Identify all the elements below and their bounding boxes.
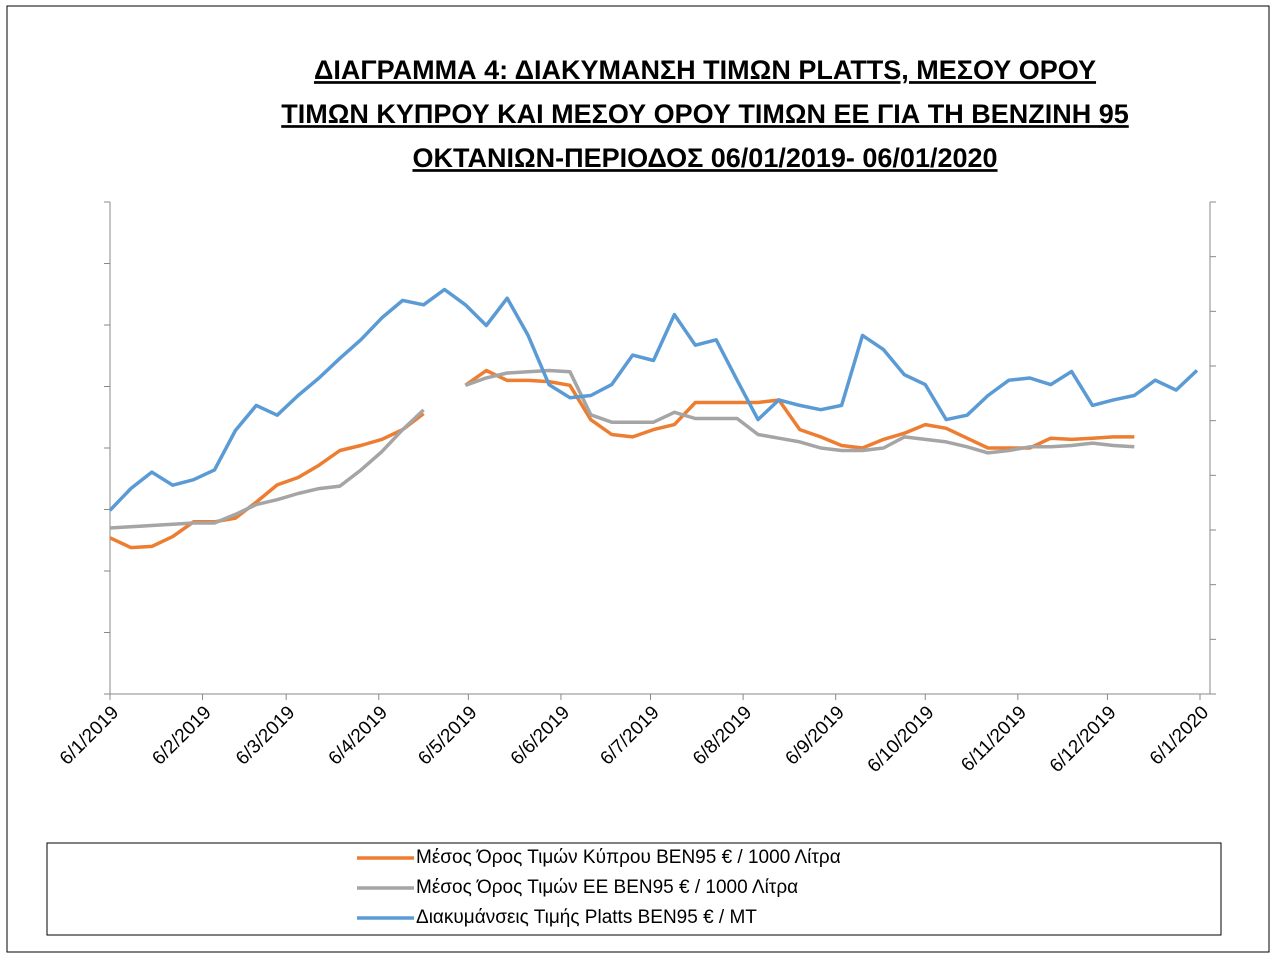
x-tick-label: 6/6/2019 bbox=[507, 702, 574, 769]
series-line bbox=[109, 368, 1135, 550]
x-tick-label: 6/10/2019 bbox=[864, 702, 939, 777]
x-tick-label: 6/9/2019 bbox=[782, 702, 849, 769]
series-line bbox=[109, 368, 1135, 530]
chart-title: ΤΙΜΩΝ ΚΥΠΡΟΥ ΚΑΙ ΜΕΣΟΥ ΟΡΟΥ ΤΙΜΩΝ ΕΕ ΓΙΑ… bbox=[281, 99, 1129, 129]
series-line bbox=[108, 287, 1199, 512]
x-tick-label: 6/8/2019 bbox=[689, 702, 756, 769]
x-tick-label: 6/1/2019 bbox=[56, 702, 123, 769]
chart-title: ΟΚΤΑΝΙΩΝ-ΠΕΡΙΟΔΟΣ 06/01/2019- 06/01/2020 bbox=[412, 143, 997, 173]
x-tick-label: 6/11/2019 bbox=[957, 702, 1031, 776]
x-tick-label: 6/3/2019 bbox=[232, 702, 299, 769]
chart-title: ΔΙΑΓΡΑΜΜΑ 4: ΔΙΑΚΥΜΑΝΣΗ ΤΙΜΩΝ PLATTS, ΜΕ… bbox=[314, 55, 1096, 85]
x-tick-label: 6/5/2019 bbox=[414, 702, 481, 769]
x-tick-label: 6/1/2020 bbox=[1146, 702, 1213, 769]
legend-box bbox=[46, 842, 1222, 936]
legend-label: Μέσος Όρος Τιμών Κύπρου ΒΕΝ95 € / 1000 Λ… bbox=[416, 847, 841, 868]
x-tick-label: 6/12/2019 bbox=[1046, 702, 1121, 777]
legend-label: Διακυμάνσεις Τιμής Platts ΒΕΝ95 € / ΜΤ bbox=[416, 907, 757, 928]
x-tick-label: 6/2/2019 bbox=[149, 702, 216, 769]
x-tick-label: 6/4/2019 bbox=[325, 702, 392, 769]
frame bbox=[6, 5, 1270, 953]
x-tick-label: 6/7/2019 bbox=[596, 702, 663, 769]
legend-label: Μέσος Όρος Τιμών ΕΕ ΒΕΝ95 € / 1000 Λίτρα bbox=[416, 877, 798, 898]
